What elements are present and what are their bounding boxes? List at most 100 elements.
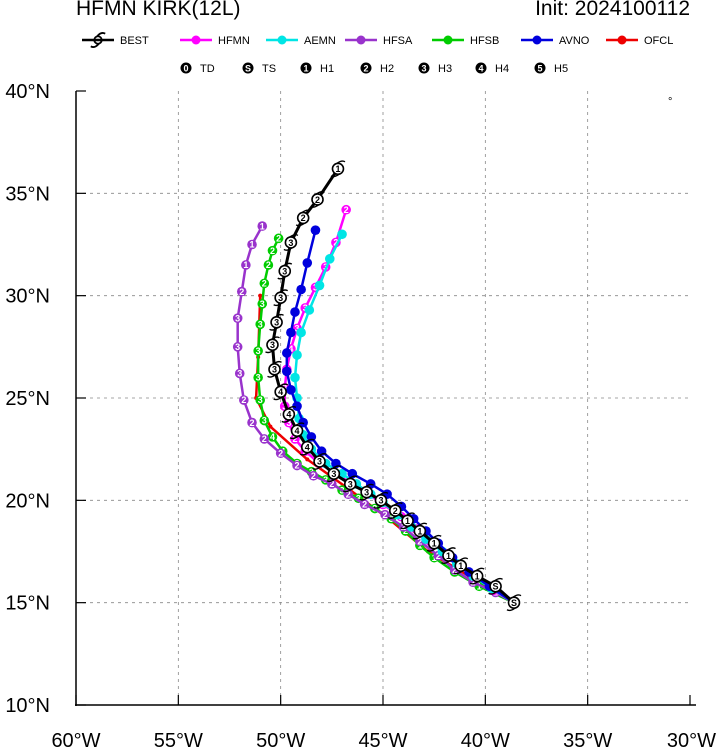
track-point-label: 2	[311, 471, 316, 481]
track-point: S	[488, 577, 503, 595]
x-tick-label: 50°W	[256, 730, 305, 752]
track-line	[293, 233, 515, 604]
cat-symbol-text: S	[245, 63, 251, 73]
y-tick-label: 10°N	[5, 695, 50, 717]
storm-symbol-icon	[90, 32, 106, 48]
track-point	[310, 225, 321, 235]
track-hfsa: S12222222222222223332111	[232, 221, 519, 608]
legend-marker	[532, 35, 542, 45]
track-point-label: 3	[260, 299, 265, 309]
cat-symbol-icon	[180, 62, 192, 74]
y-tick-label: 25°N	[5, 388, 50, 410]
track-point	[236, 286, 247, 297]
y-tick-label: 15°N	[5, 593, 50, 615]
track-point-label: 1	[243, 260, 248, 270]
track-point-label: 2	[292, 434, 297, 444]
track-point	[275, 448, 286, 459]
track-point	[234, 368, 245, 379]
legend-marker	[277, 35, 287, 45]
track-point	[380, 509, 390, 520]
track-point-label: 2	[278, 448, 283, 458]
track-point	[259, 278, 270, 289]
track-point-label: 3	[356, 493, 361, 503]
cat-symbol-icon	[242, 62, 254, 74]
track-point: 3	[267, 360, 282, 378]
track-point: 3	[312, 453, 327, 470]
legend-cat-h2: 2 H2	[360, 62, 394, 75]
track-point-label: 3	[270, 340, 275, 350]
track-point	[359, 499, 370, 510]
legend-cat-td: 0 TD	[180, 62, 215, 75]
track-point-label: 2	[262, 434, 267, 444]
track-point-label: 4	[286, 410, 291, 420]
track-point	[253, 346, 263, 356]
legend-item-ofcl: OFCL	[606, 35, 673, 47]
legend-cat-label: H1	[320, 63, 334, 75]
track-point-label: 2	[262, 279, 267, 289]
track-point	[302, 258, 313, 268]
legend-marker	[443, 35, 453, 45]
track-point-label: 4	[295, 426, 300, 436]
track-point	[314, 280, 325, 291]
cat-symbol-icon	[534, 62, 546, 74]
track-point	[267, 245, 278, 256]
legend-item-best: BEST	[82, 32, 149, 48]
track-point	[304, 305, 315, 315]
cat-symbol-icon	[418, 62, 430, 74]
track-point-label: 3	[278, 293, 283, 303]
legend-label: BEST	[120, 35, 149, 47]
track-point: 1	[330, 160, 346, 178]
legend-cat-h5: 5 H5	[534, 62, 568, 75]
cat-symbol-text: 1	[303, 63, 308, 73]
track-point: 3	[269, 313, 284, 331]
track-point-label: 3	[364, 487, 369, 497]
track-point-label: 3	[262, 416, 267, 426]
track-point	[241, 260, 251, 270]
cat-symbol-icon	[300, 62, 312, 74]
track-point	[268, 424, 273, 429]
track-point: 3	[265, 336, 280, 354]
cat-symbol-text: 5	[537, 63, 542, 73]
track-point-label: 3	[286, 418, 291, 428]
track-point-label: 3	[256, 346, 261, 356]
legend-label: AVNO	[559, 35, 590, 47]
track-point	[255, 319, 265, 330]
track-point: 2	[295, 209, 311, 227]
track-point-label: 1	[458, 561, 463, 571]
track-point-label: 2	[301, 213, 306, 223]
track-point-label: 2	[383, 510, 388, 520]
track-point-label: 1	[475, 571, 480, 581]
track-point-label: 2	[315, 195, 320, 205]
track-point-label: 4	[278, 387, 283, 397]
track-point	[292, 401, 302, 411]
track-point: 1	[412, 522, 428, 540]
track-line	[270, 167, 515, 604]
chart-title: HFMN KIRK(12L)	[76, 0, 241, 20]
cat-symbol-text: 4	[478, 63, 483, 73]
cat-symbol-text: 3	[421, 63, 426, 73]
track-point-label: 1	[477, 581, 482, 591]
init-time: Init: 2024100112	[535, 0, 690, 20]
track-point	[282, 348, 292, 358]
track-point: 1	[441, 547, 456, 565]
track-point-label: 4	[288, 344, 293, 354]
track-point-label: 2	[276, 234, 281, 244]
track-point-label: 3	[295, 324, 300, 334]
legend-item-avno: AVNO	[521, 35, 590, 47]
track-point-label: 2	[250, 418, 255, 428]
legend-item-hfsb: HFSB	[432, 35, 499, 47]
track-point: 1	[400, 512, 415, 530]
track-point-label: 2	[401, 522, 406, 532]
track-point-label: 3	[237, 369, 242, 379]
track-point-label: 2	[266, 260, 271, 270]
y-tick-label: 20°N	[5, 490, 50, 512]
legend-cat-h1: 1 H1	[300, 62, 334, 75]
legend-label: OFCL	[644, 35, 673, 47]
x-tick-label: 55°W	[154, 730, 203, 752]
track-point	[296, 284, 306, 295]
legend-marker	[191, 35, 201, 45]
track-point-label: 2	[436, 551, 441, 561]
x-tick-label: 30°W	[667, 730, 716, 752]
track-point-label: 2	[452, 565, 457, 575]
